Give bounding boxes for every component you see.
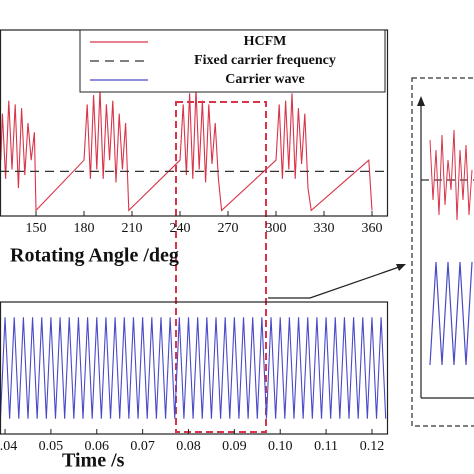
x-tick-label: 0.04: [0, 439, 17, 454]
zoom-arrow: [417, 96, 425, 106]
x-tick-label: 270: [218, 221, 239, 236]
pointer-line: [268, 265, 403, 299]
legend: HCFM Fixed carrier frequency Carrier wave: [79, 29, 386, 93]
x-tick-label: 360: [362, 221, 383, 236]
x-tick-label: 300: [266, 221, 287, 236]
x-tick-label: 150: [26, 221, 47, 236]
x-tick-label: 0.12: [360, 439, 385, 454]
pointer-head: [396, 264, 406, 271]
plot-frame: [0, 301, 389, 435]
series-line: [0, 317, 387, 419]
plot: [0, 89, 388, 212]
charts: 150 180 210 240 270 300 330 360 Rotating Angle /…: [0, 29, 389, 472]
legend-label: Carrier wave: [225, 72, 304, 87]
x-tick-label: 0.11: [314, 439, 338, 454]
highlight-box: [175, 101, 267, 433]
zoom-box: [411, 77, 474, 427]
x-tick-label: 240: [170, 221, 191, 236]
x-axis-label: Rotating Angle /deg: [10, 245, 179, 267]
legend-label: HCFM: [244, 34, 287, 49]
series-line: [0, 89, 373, 212]
legend-box: [79, 29, 386, 93]
zoom-hcfm: [429, 129, 473, 221]
legend-label: Fixed carrier frequency: [194, 53, 336, 68]
x-tick-label: 330: [314, 221, 335, 236]
x-tick-label: 0.06: [85, 439, 110, 454]
zoom-carrier-wave: [429, 261, 473, 366]
x-tick-label: 0.09: [222, 439, 247, 454]
x-tick-label: 0.05: [39, 439, 64, 454]
x-tick-label: 0.10: [268, 439, 293, 454]
x-tick-label: 180: [74, 221, 95, 236]
x-tick-label: 0.07: [130, 439, 155, 454]
x-tick-label: 0.08: [176, 439, 201, 454]
x-tick-label: 210: [122, 221, 143, 236]
plot: [0, 317, 387, 419]
x-axis-label: Time /s: [62, 450, 125, 472]
